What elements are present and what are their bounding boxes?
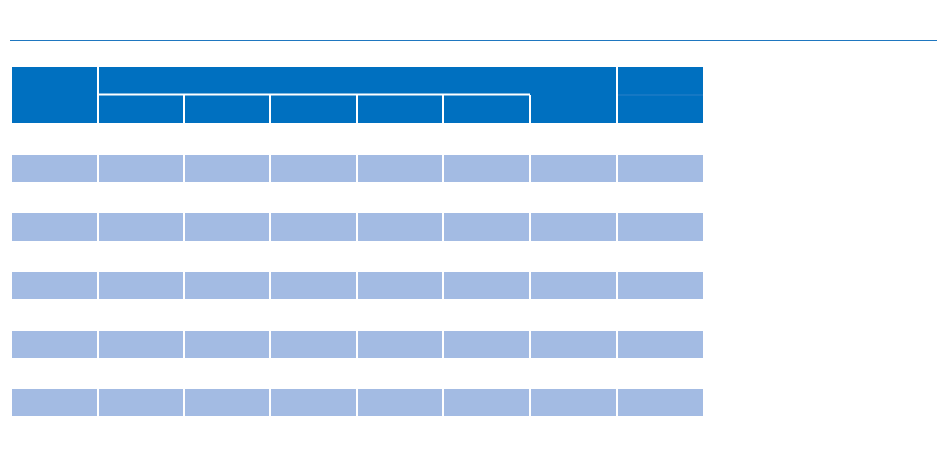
column-separators [97, 123, 618, 420]
header-separators [97, 67, 618, 123]
